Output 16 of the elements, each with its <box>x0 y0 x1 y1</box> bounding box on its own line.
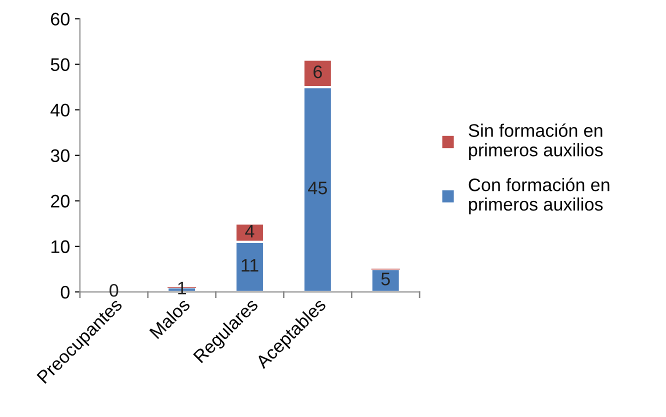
data-label: 45 <box>308 182 327 194</box>
legend-label: Con formación en primeros auxilios <box>468 178 610 214</box>
y-tick-label: 0 <box>60 286 70 299</box>
y-tick-label: 40 <box>50 104 70 117</box>
y-tick-label: 30 <box>50 149 70 162</box>
data-label: 0 <box>110 284 118 297</box>
y-tick-label: 50 <box>50 58 70 72</box>
legend-label: Sin formación en primeros auxilios <box>468 123 603 160</box>
data-label: 4 <box>245 224 254 238</box>
y-tick-label: 60 <box>51 12 70 26</box>
data-label: 6 <box>314 65 322 78</box>
data-label: 5 <box>381 272 390 286</box>
y-tick-label: 10 <box>51 240 70 254</box>
bar <box>370 268 401 292</box>
y-tick-label: 20 <box>51 194 70 208</box>
data-label: 11 <box>242 259 258 272</box>
